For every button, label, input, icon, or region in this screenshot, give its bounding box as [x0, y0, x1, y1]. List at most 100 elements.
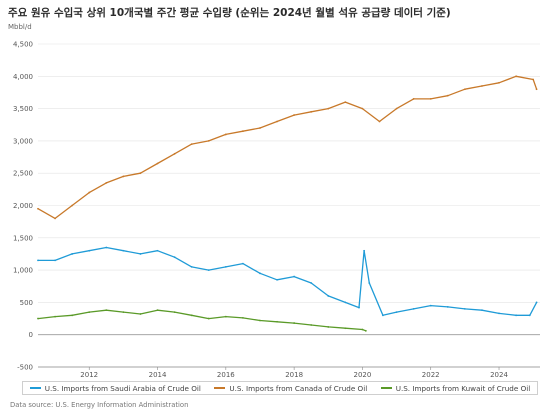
y-tick-label: 4,500 — [13, 41, 33, 49]
data-point — [241, 130, 244, 133]
data-point — [310, 110, 313, 113]
data-point — [105, 181, 108, 184]
legend-label-kuwait: U.S. Imports from Kuwait of Crude Oil — [395, 383, 531, 393]
data-point — [364, 329, 367, 332]
data-point — [481, 309, 483, 312]
data-point — [358, 306, 360, 309]
data-point — [224, 265, 227, 268]
data-point — [532, 78, 535, 81]
data-point — [224, 133, 227, 136]
y-tick-label: 4,000 — [13, 73, 33, 81]
data-point — [122, 249, 125, 252]
data-point — [378, 120, 381, 123]
data-point — [528, 314, 531, 317]
data-point — [241, 317, 244, 319]
data-point — [37, 317, 39, 320]
data-point — [122, 311, 125, 313]
legend-label-canada: U.S. Imports from Canada of Crude Oil — [229, 383, 368, 393]
series-line-kuwait — [37, 309, 367, 332]
data-point — [241, 262, 244, 265]
data-point — [54, 217, 56, 220]
data-point — [481, 85, 483, 87]
data-point — [361, 107, 364, 110]
data-point — [412, 98, 415, 100]
data-point — [363, 249, 366, 252]
x-tick-label: 2016 — [217, 371, 235, 379]
y-tick-label: -500 — [17, 364, 33, 372]
data-point — [259, 319, 261, 322]
y-tick-label: 3,500 — [13, 105, 33, 113]
y-tick-label: 3,000 — [13, 137, 33, 145]
data-point — [259, 127, 261, 129]
data-point — [515, 314, 517, 317]
data-point — [515, 75, 517, 78]
x-tick-label: 2020 — [354, 371, 372, 379]
data-point — [429, 98, 432, 100]
data-point — [259, 272, 261, 275]
legend-swatch-saudi-arabia — [29, 387, 41, 389]
legend-item-canada[interactable]: U.S. Imports from Canada of Crude Oil — [214, 384, 367, 393]
series-line-canada — [37, 75, 538, 220]
data-point — [105, 246, 108, 249]
series-line-saudi-arabia — [38, 246, 538, 316]
data-point — [498, 81, 500, 84]
legend-item-saudi-arabia[interactable]: U.S. Imports from Saudi Arabia of Crude … — [29, 384, 201, 393]
data-point — [276, 120, 278, 123]
data-point — [276, 320, 278, 323]
data-point — [327, 107, 330, 110]
data-point — [293, 114, 296, 116]
data-point — [429, 304, 432, 307]
data-point — [71, 314, 74, 317]
data-point — [190, 143, 193, 146]
data-point — [344, 301, 347, 304]
data-point — [395, 107, 398, 110]
data-point — [173, 311, 176, 313]
data-point — [37, 259, 39, 262]
legend-swatch-canada — [214, 387, 226, 389]
data-point — [173, 152, 176, 155]
y-tick-label: 1,000 — [13, 267, 33, 275]
data-point — [535, 88, 538, 91]
data-point — [71, 204, 74, 207]
legend-swatch-kuwait — [380, 387, 392, 389]
data-point — [105, 309, 108, 312]
data-point — [446, 306, 449, 308]
data-point — [412, 307, 415, 310]
x-tick-label: 2022 — [422, 371, 440, 379]
data-point — [122, 175, 125, 178]
data-point — [368, 282, 371, 284]
data-point — [156, 249, 159, 252]
data-point — [54, 315, 56, 318]
y-axis-unit-label: Mbbl/d — [8, 23, 32, 31]
y-tick-label: 500 — [20, 299, 33, 307]
data-point — [382, 314, 384, 317]
data-point — [88, 249, 91, 252]
data-point — [156, 309, 159, 312]
y-tick-label: 0 — [29, 331, 33, 339]
data-point — [463, 88, 466, 91]
data-point — [310, 324, 313, 326]
data-point — [156, 162, 159, 165]
data-source-note: Data source: U.S. Energy Information Adm… — [10, 401, 189, 409]
data-point — [71, 253, 74, 255]
data-point — [276, 278, 278, 281]
data-point — [361, 328, 364, 331]
data-point — [463, 307, 466, 310]
data-point — [293, 322, 296, 324]
x-tick-label: 2014 — [149, 371, 167, 379]
data-point — [190, 265, 193, 268]
data-point — [207, 269, 210, 271]
data-point — [327, 295, 330, 297]
x-tick-label: 2018 — [285, 371, 303, 379]
data-point — [446, 94, 449, 97]
data-point — [190, 314, 193, 317]
data-point — [139, 172, 142, 175]
y-tick-label: 1,500 — [13, 234, 33, 242]
data-point — [139, 313, 142, 315]
data-point — [88, 191, 91, 194]
data-point — [498, 312, 500, 315]
data-point — [173, 256, 176, 259]
y-tick-label: 2,000 — [13, 202, 33, 210]
legend-item-kuwait[interactable]: U.S. Imports from Kuwait of Crude Oil — [380, 383, 531, 393]
data-point — [88, 311, 91, 313]
